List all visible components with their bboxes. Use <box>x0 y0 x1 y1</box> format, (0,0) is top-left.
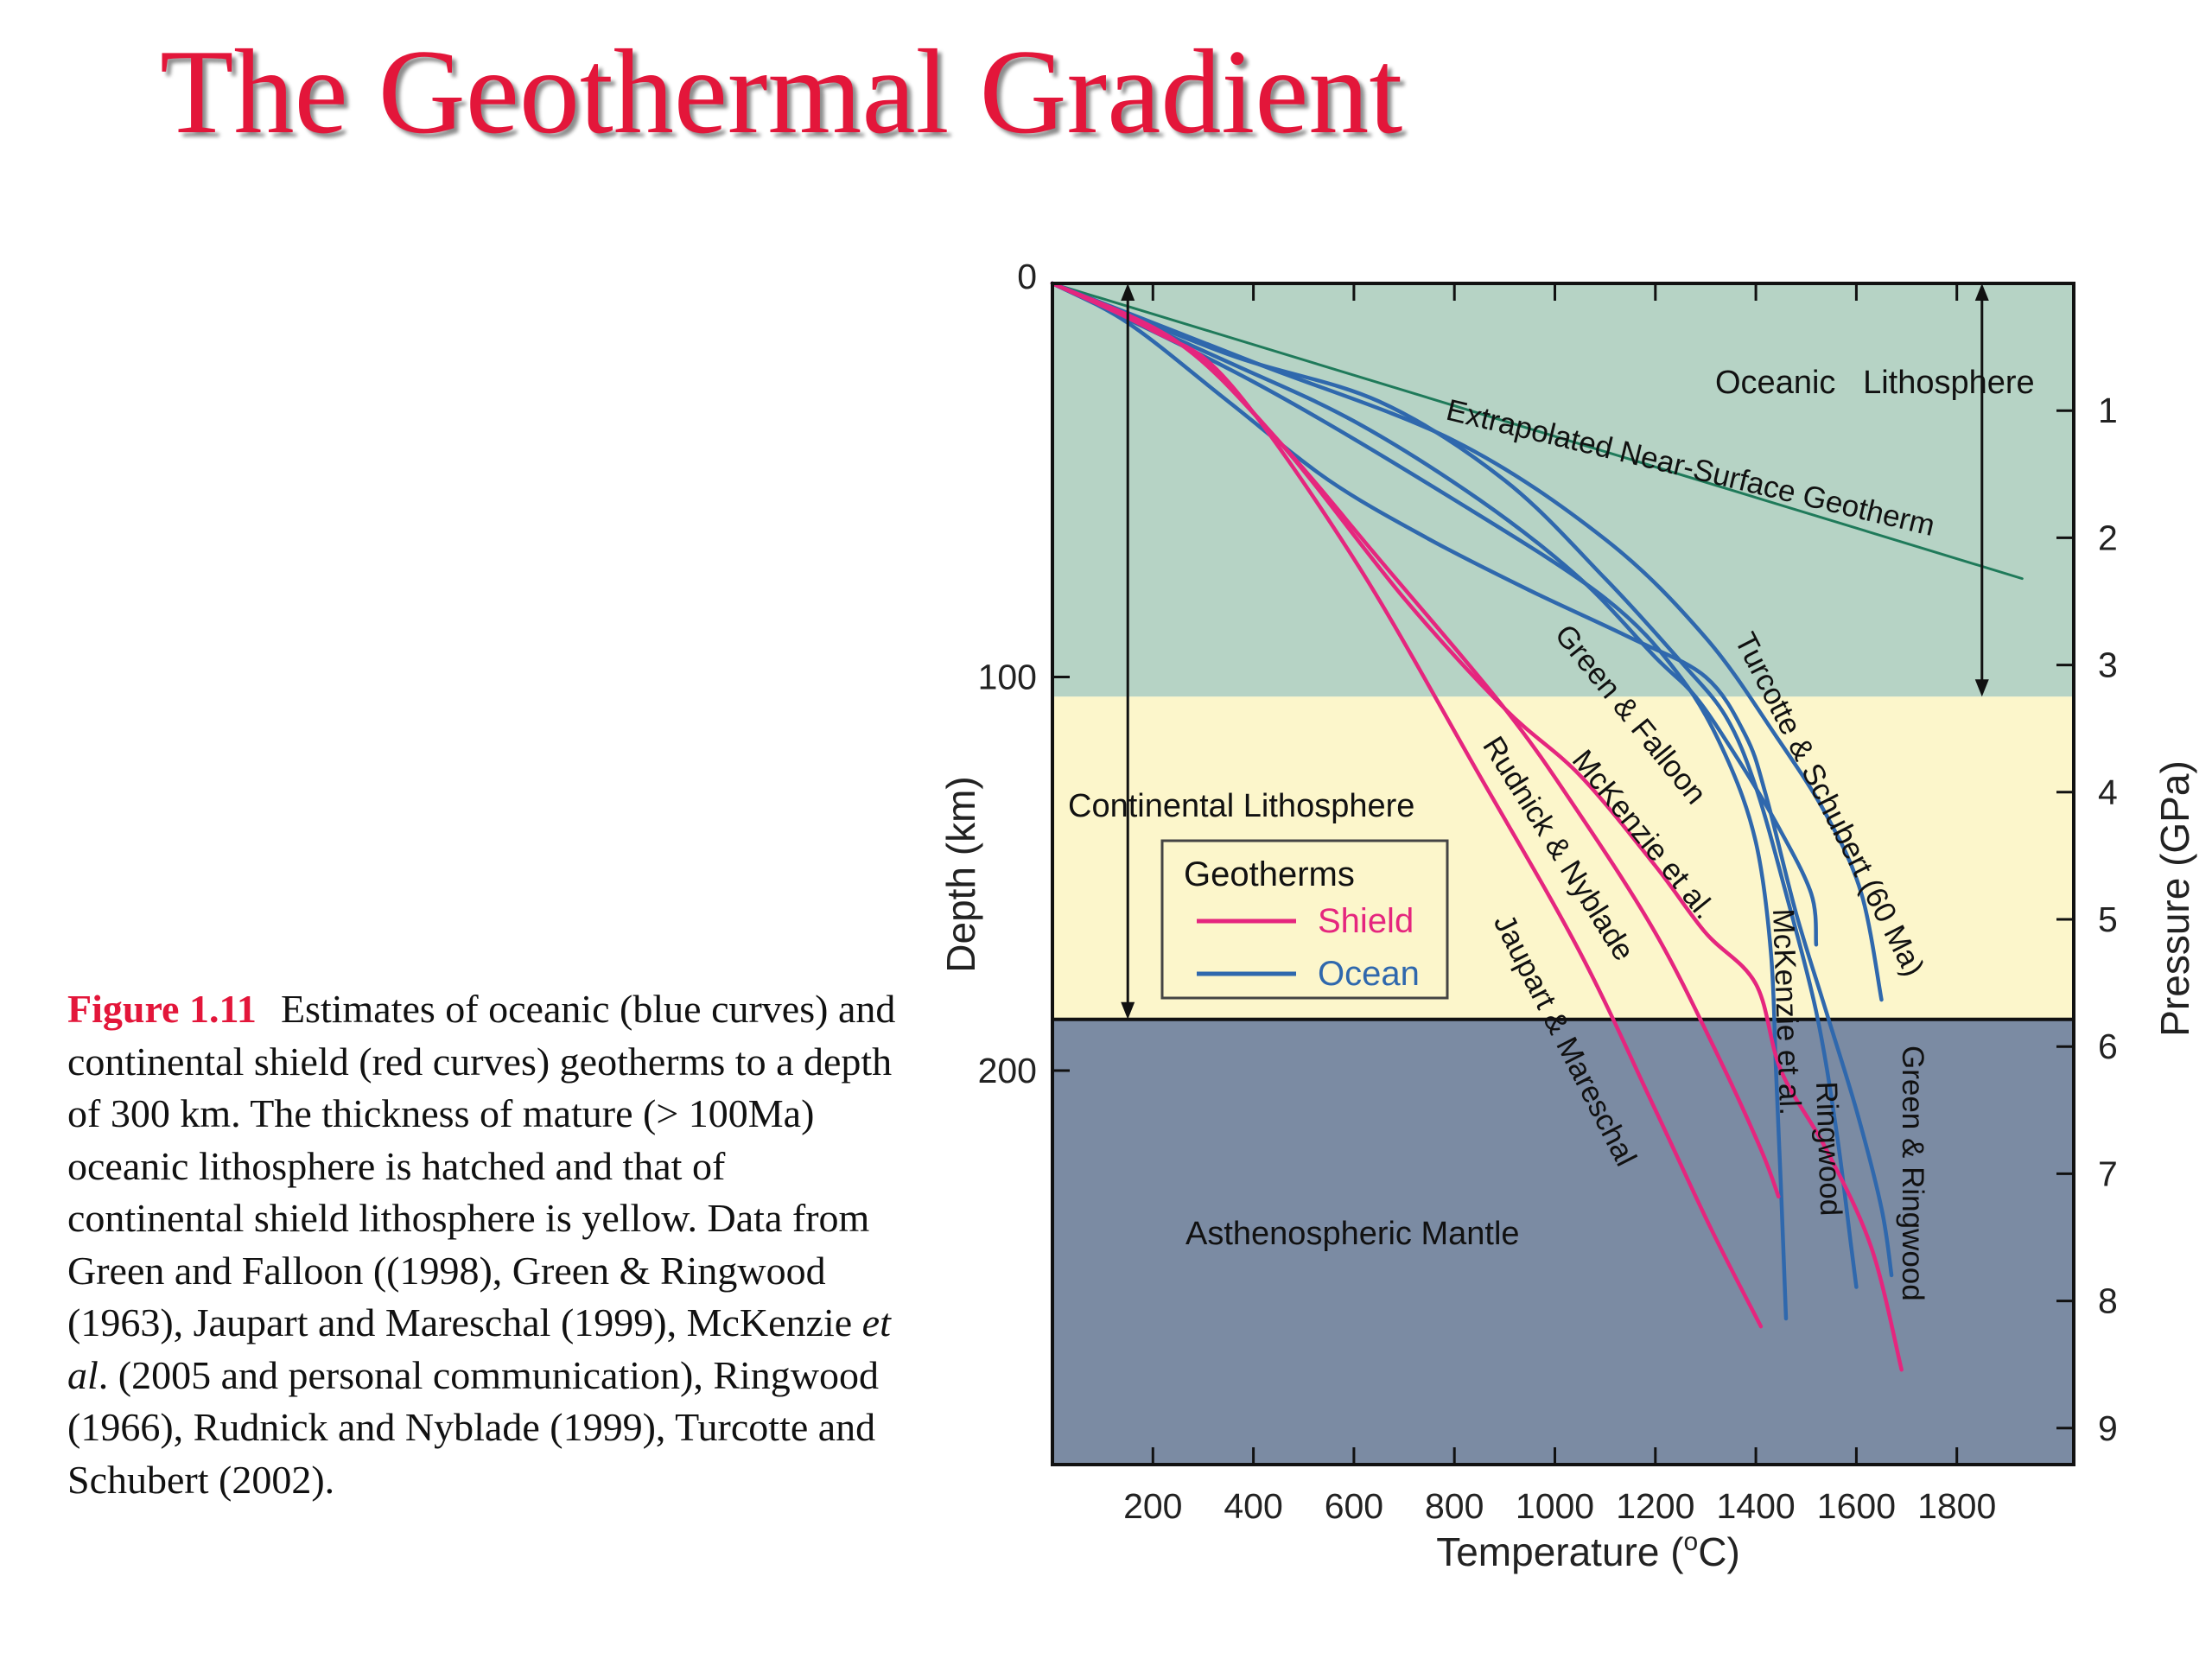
figure-label: Figure 1.11 <box>67 987 257 1031</box>
x-tick-label-600: 600 <box>1325 1486 1383 1526</box>
y2-tick-label-7: 7 <box>2098 1154 2118 1193</box>
plot-frame <box>1051 282 2075 1466</box>
curve-label-ringwood-7: Ringwood <box>1809 1081 1847 1217</box>
series-ocean-ringwood <box>1050 281 1859 1289</box>
x-tick-label-1600: 1600 <box>1817 1486 1896 1526</box>
series-ocean-green-falloon <box>1050 281 1819 947</box>
y-axis-title: Depth (km) <box>938 776 983 972</box>
series-near_surface-extrapolated-near-surface-geotherm <box>1051 282 2024 581</box>
curve-label-green-ringwood-8: Green & Ringwood <box>1896 1046 1929 1301</box>
y2-tick-label-3: 3 <box>2098 645 2118 685</box>
region-label-oceanic-lithosphere: Oceanic Lithosphere <box>1715 365 2035 401</box>
region-asthenospheric-mantle <box>1052 1019 2074 1465</box>
caption-italic: et al <box>67 1300 891 1397</box>
caption-text-2: . (2005 and personal communication), Rin… <box>67 1352 880 1502</box>
series-ocean-mckenzie-et-al <box>1050 281 1789 1321</box>
x-axis-title: Temperature (oC) <box>1436 1528 1740 1574</box>
y2-tick-label-4: 4 <box>2098 772 2118 812</box>
legend: Geotherms Shield Ocean <box>1160 839 1449 1000</box>
series-shield-jaupart-mareschal <box>1050 281 1764 1329</box>
series-ocean-green-ringwood <box>1050 281 1894 1278</box>
curve-label-mckenzie-et-al-6: McKenzie et al. <box>1766 908 1807 1116</box>
y2-tick-label-2: 2 <box>2098 518 2118 557</box>
axis-ticks: 200 400 600 800 1000 1200 1400 1600 1800 0 100 200 1… <box>978 257 2118 1526</box>
x-tick-label-1200: 1200 <box>1616 1486 1694 1526</box>
x-tick-label-400: 400 <box>1224 1486 1282 1526</box>
legend-title: Geotherms <box>1184 855 1355 893</box>
region-label-continental-lithosphere: Continental Lithosphere <box>1068 788 1414 824</box>
x-tick-label-1000: 1000 <box>1516 1486 1594 1526</box>
y2-tick-label-1: 1 <box>2098 391 2118 430</box>
x-tick-label-200: 200 <box>1123 1486 1182 1526</box>
arrow-head-top-0 <box>1121 283 1135 301</box>
x-tick-label-1800: 1800 <box>1917 1486 1996 1526</box>
x-tick-label-1400: 1400 <box>1716 1486 1795 1526</box>
y2-tick-label-9: 9 <box>2098 1408 2118 1448</box>
series-layer <box>1050 281 2024 1372</box>
y2-tick-label-8: 8 <box>2098 1281 2118 1321</box>
arrow-head-bottom-1 <box>1974 679 1989 697</box>
arrow-head-bottom-0 <box>1121 1001 1135 1020</box>
series-shield-mckenzie-et-al <box>1050 281 1904 1372</box>
slide-title: The Geothermal Gradient <box>160 25 1403 159</box>
figure-caption: Figure 1.11 Estimates of oceanic (blue cu… <box>67 983 897 1506</box>
caption-text-1: Estimates of oceanic (blue curves) and c… <box>67 987 896 1344</box>
y2-tick-label-5: 5 <box>2098 899 2118 939</box>
legend-label-ocean: Ocean <box>1318 955 1420 993</box>
region-label-asthenospheric-mantle: Asthenospheric Mantle <box>1185 1216 1520 1252</box>
arrow-head-top-1 <box>1974 283 1989 301</box>
y-tick-label-0: 0 <box>1017 257 1037 296</box>
plot-border <box>1051 282 2075 1466</box>
y-tick-label-100: 100 <box>978 658 1037 697</box>
y-tick-label-200: 200 <box>978 1051 1037 1090</box>
y2-tick-label-6: 6 <box>2098 1027 2118 1066</box>
arrows-layer <box>1121 283 1989 1020</box>
x-tick-label-800: 800 <box>1425 1486 1484 1526</box>
legend-label-shield: Shield <box>1318 902 1414 940</box>
y2-axis-title: Pressure (GPa) <box>2152 760 2197 1037</box>
